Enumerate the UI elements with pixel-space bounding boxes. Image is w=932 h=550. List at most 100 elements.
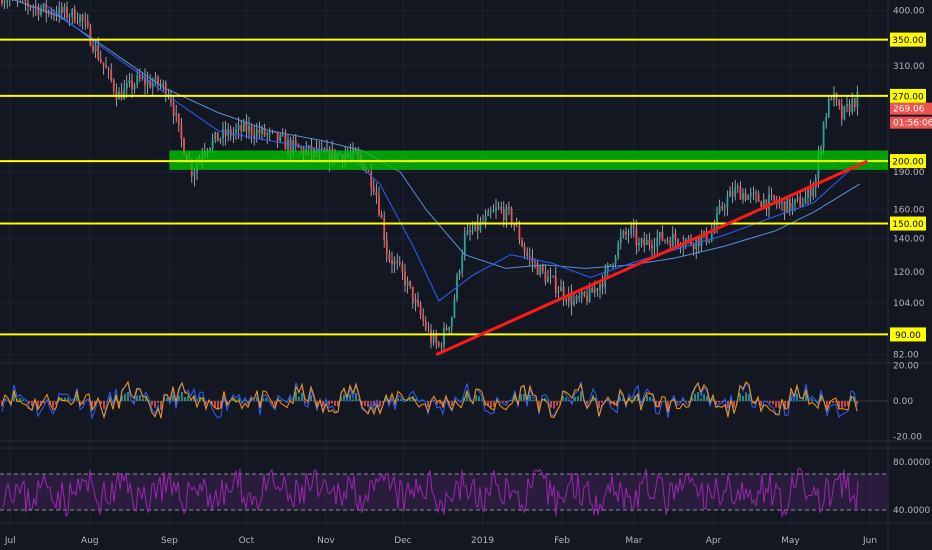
candle-body: [671, 233, 674, 247]
oscillator-bar: [124, 393, 126, 401]
oscillator-bar: [733, 401, 735, 408]
candle-body: [807, 188, 809, 199]
level-label-90-00: 90.00: [895, 331, 921, 341]
candle-body: [799, 197, 802, 207]
x-axis-label: Mar: [625, 536, 642, 546]
oscillator-bar: [574, 397, 576, 401]
oscillator-bar: [769, 401, 771, 404]
oscillator-bar: [700, 398, 702, 401]
oscillator-bar: [379, 401, 381, 407]
current-price-box: [890, 102, 932, 115]
oscillator-bar: [556, 401, 558, 406]
oscillator-bar: [451, 401, 453, 407]
candle-body: [443, 328, 445, 347]
candle-body: [716, 212, 718, 226]
rsi-line: [1, 467, 859, 518]
candle-body: [484, 215, 487, 223]
candle-body: [567, 292, 570, 302]
candle-body: [84, 20, 87, 22]
candle-body: [791, 203, 794, 212]
oscillator-bar: [52, 401, 54, 408]
oscillator-bar: [817, 401, 819, 403]
oscillator-bar: [820, 395, 822, 401]
candle-body: [211, 139, 214, 148]
candle-body: [554, 276, 557, 293]
oscillator-bar: [568, 400, 570, 401]
candle-body: [177, 113, 180, 125]
x-axis-label: Feb: [554, 536, 570, 546]
oscillator-bar: [622, 398, 624, 401]
candle-body: [643, 239, 646, 246]
oscillator-bar: [343, 394, 345, 401]
oscillator-bar: [31, 401, 33, 406]
candle-body: [6, 0, 9, 1]
oscillator-bar: [157, 401, 159, 403]
oscillator-bar: [457, 400, 459, 401]
candle-body: [388, 253, 391, 260]
oscillator-bar: [334, 401, 336, 406]
candle-body: [214, 132, 217, 140]
oscillator-bar: [442, 401, 444, 408]
oscillator-bar: [856, 401, 858, 405]
candle-body: [573, 300, 575, 306]
candle-body: [97, 45, 100, 59]
candle-body: [263, 127, 266, 136]
candle-body: [599, 283, 601, 291]
countdown-box: [890, 116, 932, 129]
price-tick-label: 104.00: [893, 299, 925, 309]
candle-body: [661, 232, 664, 241]
oscillator-bar: [151, 401, 153, 406]
oscillator-bar: [232, 397, 234, 401]
oscillator-bar: [502, 401, 504, 403]
oscillator-bar: [691, 397, 693, 401]
oscillator-bar: [184, 396, 186, 401]
oscillator-bar: [727, 401, 729, 408]
candle-body: [742, 192, 744, 200]
candle-body: [843, 106, 846, 120]
oscillator-bar: [103, 401, 105, 410]
oscillator-bar: [637, 393, 639, 401]
candle-body: [461, 255, 464, 272]
candle-body: [276, 131, 279, 142]
oscillator-bar: [154, 401, 156, 408]
oscillator-bar: [649, 397, 651, 401]
oscillator-bar: [796, 393, 798, 401]
oscillator-bar: [775, 401, 777, 408]
candle-body: [292, 140, 295, 152]
candle-body: [856, 91, 859, 108]
candle-body: [27, 2, 29, 7]
candle-body: [622, 231, 625, 236]
candle-body: [794, 199, 796, 204]
candle-body: [29, 6, 32, 8]
oscillator-bar: [721, 401, 723, 403]
oscillator-bar: [805, 392, 807, 401]
candle-body: [500, 207, 503, 210]
candle-body: [851, 98, 854, 112]
oscillator-bar: [409, 397, 411, 401]
candle-body: [726, 196, 729, 208]
current-price-label: 269.06: [893, 105, 925, 115]
price-tick-label: 190.00: [893, 168, 925, 178]
oscillator-bar: [295, 391, 297, 401]
candle-body: [175, 113, 178, 116]
candle-body: [281, 134, 284, 136]
candle-body: [510, 208, 513, 224]
candle-body: [541, 265, 544, 272]
oscillator-bar: [145, 396, 147, 401]
oscillator-bar: [703, 394, 705, 401]
oscillator-bar: [238, 397, 240, 401]
candle-body: [40, 8, 42, 15]
candle-body: [638, 242, 640, 246]
candle-body: [414, 299, 417, 303]
candle-body: [404, 271, 406, 286]
oscillator-bar: [385, 398, 387, 401]
oscillator-tick-label: 0.00: [893, 397, 913, 407]
oscillator-bar: [253, 400, 255, 401]
candle-body: [76, 21, 79, 23]
candle-body: [60, 7, 63, 13]
candle-body: [209, 147, 211, 151]
oscillator-bar: [847, 401, 849, 406]
candle-body: [3, 0, 6, 4]
oscillator-bar: [595, 397, 597, 401]
